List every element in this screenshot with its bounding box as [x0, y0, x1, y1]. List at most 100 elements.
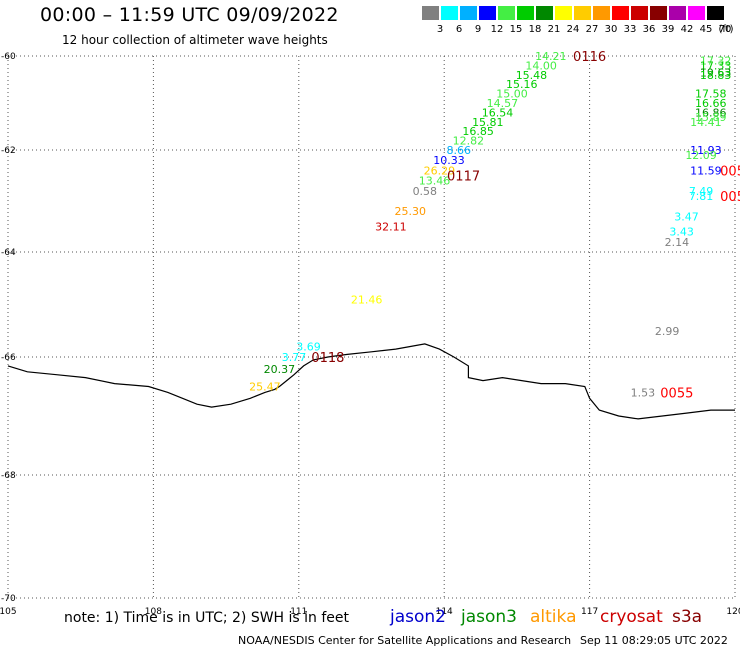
wave-height-label: 8.66 — [446, 144, 471, 157]
wave-height-label: 15.48 — [516, 69, 548, 82]
color-scale-label: 70 — [718, 24, 732, 35]
lat-tick-label: -66 — [1, 353, 16, 363]
generation-timestamp: Sep 11 08:29:05 UTC 2022 — [580, 634, 728, 647]
footnote: note: 1) Time is in UTC; 2) SWH is in fe… — [64, 610, 350, 626]
color-scale-unit: (ft) — [718, 24, 734, 35]
lon-tick-label: 111 — [290, 607, 307, 617]
pass-time-label: 0117 — [447, 170, 480, 185]
map-subtitle: 12 hour collection of altimeter wave hei… — [62, 33, 328, 47]
pass-time-label: 0055 — [660, 386, 693, 401]
wave-height-label: 14.00 — [525, 59, 557, 72]
wave-height-label: 15.89 — [695, 111, 727, 124]
wave-height-label: 15.81 — [472, 116, 504, 129]
wave-height-label: 21.46 — [351, 293, 383, 306]
color-scale-label: 45 — [699, 24, 713, 35]
map-title: 00:00 – 11:59 UTC 09/09/2022 — [40, 4, 339, 26]
color-swatch — [422, 6, 439, 20]
wave-height-label: 7.49 — [689, 185, 714, 198]
color-scale-label: 18 — [528, 24, 542, 35]
pass-time-label: 0116 — [573, 50, 606, 65]
wave-height-label: 12.09 — [685, 149, 717, 162]
color-scale-label: 39 — [661, 24, 675, 35]
color-swatch — [593, 6, 610, 20]
wave-height-label: 14.57 — [487, 97, 519, 110]
lon-tick-label: 114 — [436, 607, 453, 617]
graticule — [7, 55, 736, 600]
color-scale-label: 12 — [490, 24, 504, 35]
color-swatch — [555, 6, 572, 20]
color-swatch — [517, 6, 534, 20]
longitude-labels: 105 108 111 114 117 120 — [0, 607, 740, 617]
lon-tick-label: 117 — [581, 607, 598, 617]
color-scale-label: 27 — [585, 24, 599, 35]
wave-height-label: 16.54 — [482, 106, 514, 119]
wave-height-label: 2.99 — [655, 325, 680, 338]
color-scale-label: 24 — [566, 24, 580, 35]
wave-height-label: 19.63 — [700, 66, 732, 79]
lon-tick-label: 105 — [0, 607, 17, 617]
wave-height-label: 16.85 — [462, 125, 494, 138]
wave-height-label: 32.11 — [375, 221, 407, 234]
wave-height-label: 10.33 — [433, 154, 465, 167]
wave-height-label: 3.47 — [674, 210, 699, 223]
color-swatch — [612, 6, 629, 20]
mission-label: jason3 — [461, 607, 517, 627]
wave-height-label: 11.93 — [690, 144, 722, 157]
pass-time-labels: 0116 0117 0118 005 005 0055 — [311, 50, 740, 401]
lat-tick-label: -70 — [1, 594, 16, 604]
wave-height-label: 14.41 — [690, 116, 722, 129]
wave-height-label: 16.66 — [695, 97, 727, 110]
wave-height-labels: 14.2114.0015.4815.1615.0014.5716.5415.81… — [249, 50, 731, 399]
color-scale-label: 15 — [509, 24, 523, 35]
wave-height-label: 26.29 — [424, 164, 456, 177]
pass-time-label: 0118 — [311, 351, 344, 366]
wave-height-label: 16.86 — [695, 106, 727, 119]
latitude-labels: -60 -62 -64 -66 -68 -70 — [1, 52, 16, 604]
wave-height-label: 7.81 — [689, 190, 714, 203]
lat-tick-label: -60 — [1, 52, 16, 62]
color-scale-label: 30 — [604, 24, 618, 35]
lon-tick-label: 120 — [726, 607, 740, 617]
color-swatch — [574, 6, 591, 20]
lat-tick-label: -62 — [1, 146, 16, 156]
color-scale-label: 36 — [642, 24, 656, 35]
color-swatch — [441, 6, 458, 20]
wave-height-label: 17.32 — [700, 55, 732, 68]
lon-tick-label: 108 — [145, 607, 162, 617]
wave-height-label: 14.21 — [535, 50, 567, 63]
lat-tick-label: -68 — [1, 471, 16, 481]
color-swatch — [631, 6, 648, 20]
coastline-path — [7, 343, 735, 420]
wave-height-label: 15.16 — [506, 78, 538, 91]
wave-height-label: 17.33 — [700, 59, 732, 72]
wave-height-label: 12.82 — [453, 135, 485, 148]
pass-time-label: 005 — [720, 164, 740, 179]
wave-height-label: 2.14 — [665, 236, 690, 249]
wave-height-label: 15.00 — [496, 88, 528, 101]
wave-height-label: 3.69 — [296, 341, 321, 354]
wave-height-label: 0.58 — [413, 185, 438, 198]
color-scale-label: 6 — [455, 24, 463, 35]
color-scale-label: 3 — [436, 24, 444, 35]
color-swatch — [688, 6, 705, 20]
mission-label: altika — [530, 607, 577, 627]
wave-height-label: 3.77 — [282, 351, 307, 364]
color-swatch — [669, 6, 686, 20]
wave-height-label: 3.43 — [669, 226, 694, 239]
wave-height-label: 11.59 — [690, 164, 722, 177]
color-scale-label: 21 — [547, 24, 561, 35]
wave-height-label: 25.30 — [395, 205, 427, 218]
wave-height-label: 13.46 — [419, 175, 451, 188]
coastline — [7, 343, 735, 420]
color-swatch — [460, 6, 477, 20]
color-scale-label: 33 — [623, 24, 637, 35]
wave-height-label: 20.37 — [264, 363, 296, 376]
wave-height-label: 25.47 — [249, 381, 281, 394]
mission-label: jason2 — [390, 607, 446, 627]
color-swatch — [479, 6, 496, 20]
color-swatch — [498, 6, 515, 20]
color-scale-label: 9 — [474, 24, 482, 35]
wave-height-label: 17.58 — [695, 88, 727, 101]
wave-height-label: 1.53 — [631, 386, 656, 399]
